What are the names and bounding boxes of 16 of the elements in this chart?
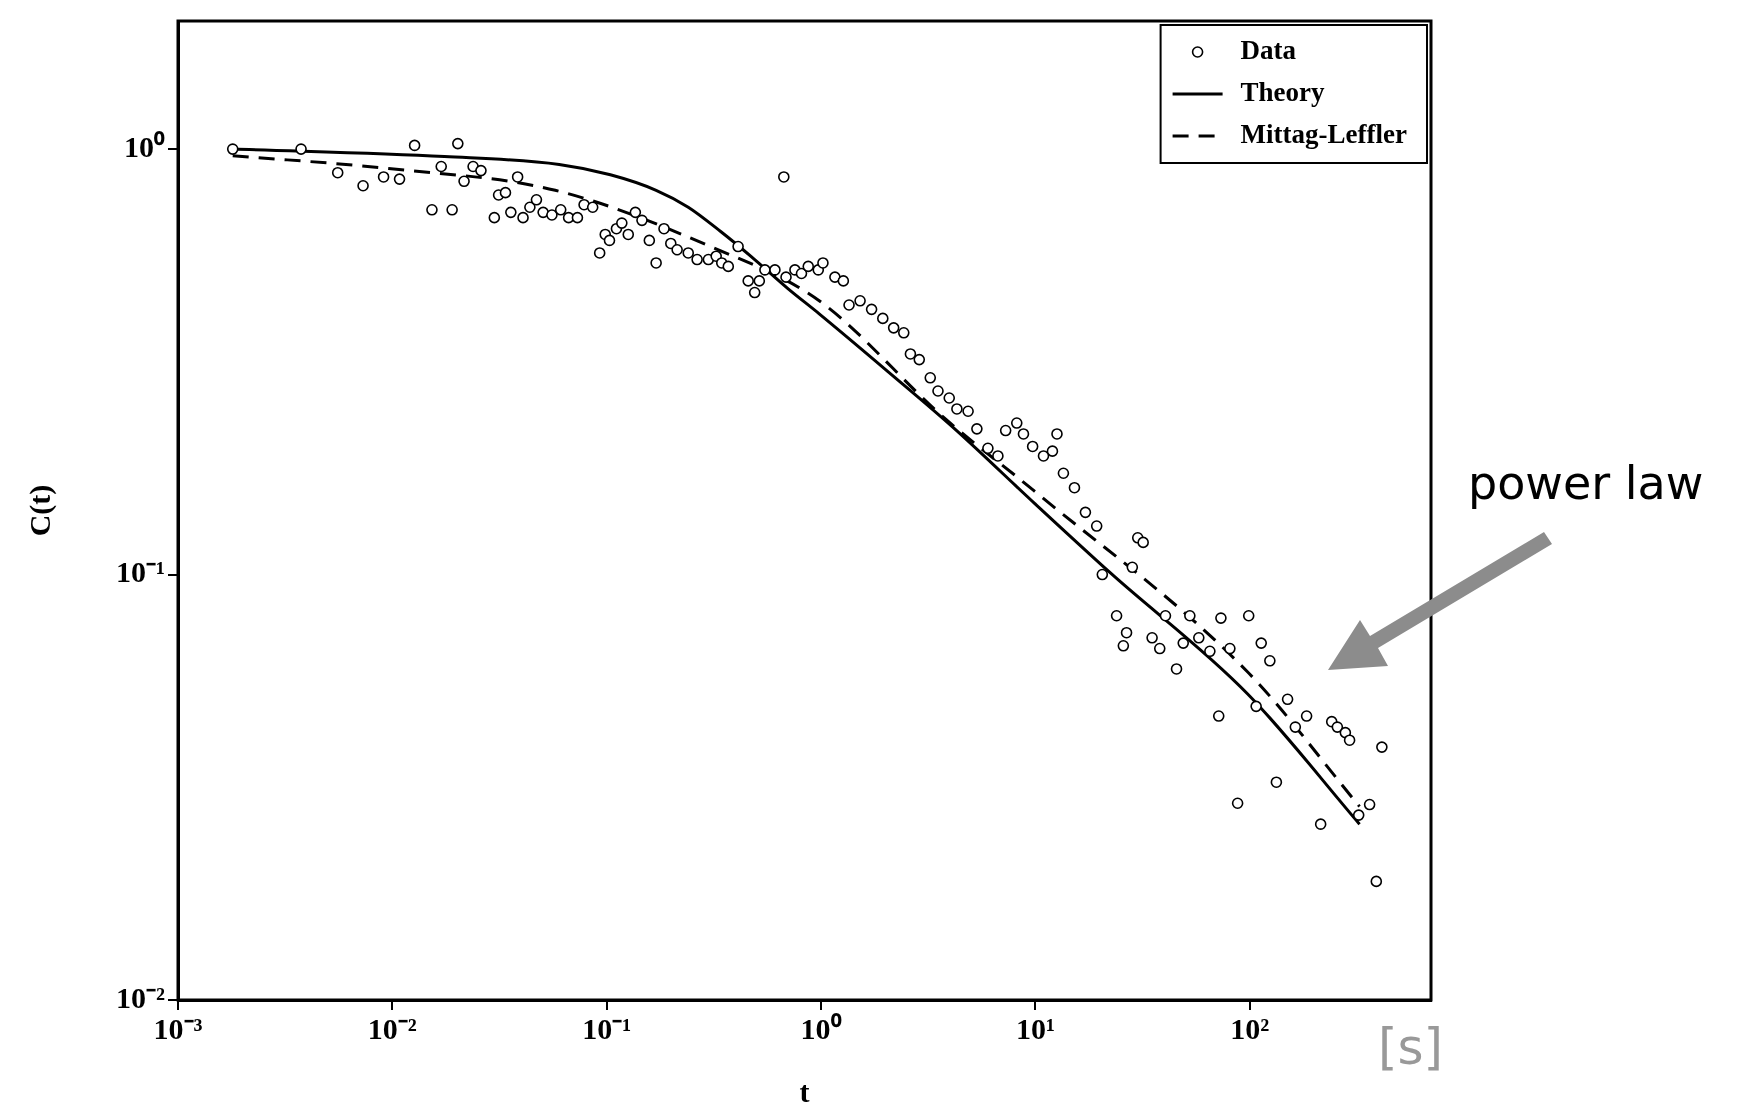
text: [s] [1378,1018,1444,1076]
x-tick-label: 10¹ [1015,1011,1055,1045]
x-tick-label: 10⁰ [800,1011,842,1045]
y-axis-title: C(t) [22,484,57,537]
x-tick-label: 10⁻¹ [582,1011,632,1045]
x-tick-label: 10⁻² [367,1011,417,1045]
text: power law [1468,456,1704,510]
legend-label: Mittag-Leffler [1240,118,1408,149]
legend-label: Theory [1240,76,1326,107]
x-axis-title: t [799,1074,810,1108]
legend-label: Data [1240,34,1297,65]
y-tick-label: 10⁻¹ [116,555,165,589]
x-tick-label: 10² [1230,1011,1270,1045]
y-tick-label: 10⁰ [124,129,165,163]
x-tick-label: 10⁻³ [153,1011,203,1045]
y-tick-label: 10⁻² [116,980,165,1014]
